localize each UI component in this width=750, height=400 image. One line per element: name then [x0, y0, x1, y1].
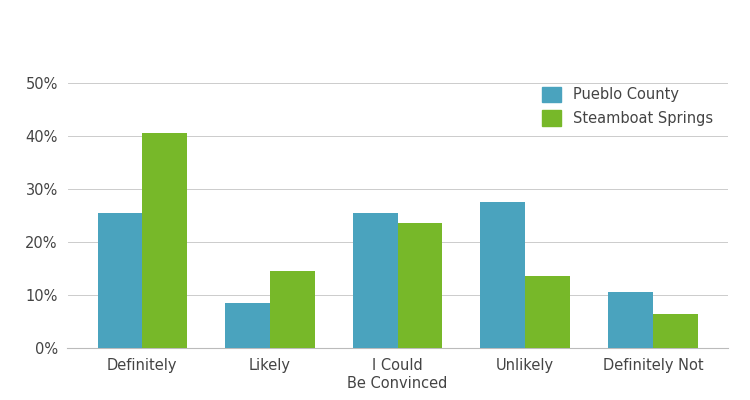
Bar	[270, 271, 314, 348]
Bar	[398, 223, 442, 348]
Bar	[98, 213, 142, 348]
Text: WOULD YOU CONSIDER BUYING AN EV?: WOULD YOU CONSIDER BUYING AN EV?	[168, 18, 582, 38]
Bar	[225, 303, 270, 348]
Bar	[652, 314, 698, 348]
Bar	[525, 276, 570, 348]
Legend: Pueblo County, Steamboat Springs: Pueblo County, Steamboat Springs	[535, 79, 720, 133]
Bar	[142, 133, 187, 348]
Bar	[481, 202, 525, 348]
Bar	[608, 292, 652, 348]
Bar	[352, 213, 398, 348]
